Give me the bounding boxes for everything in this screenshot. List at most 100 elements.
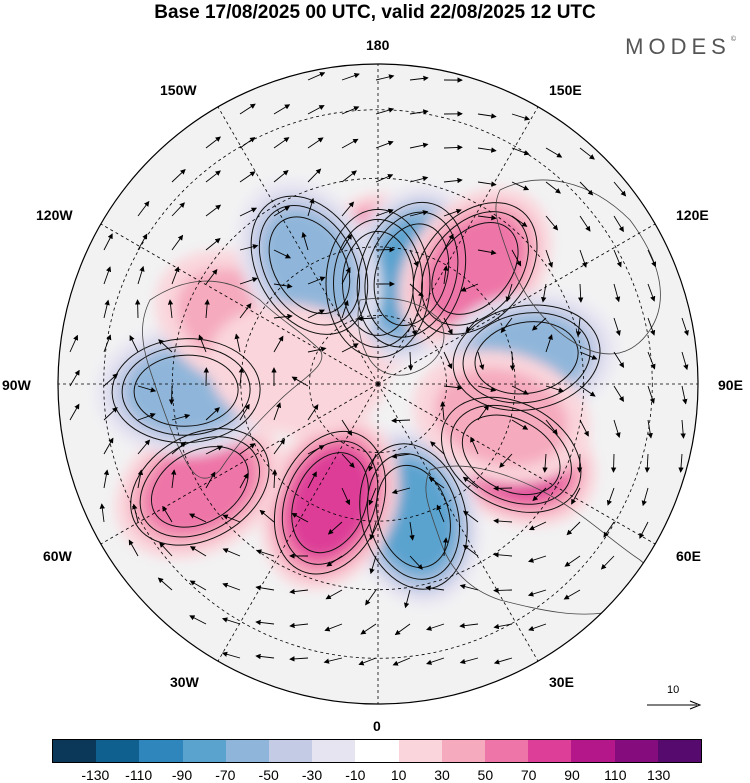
wind-vector: [477, 351, 485, 371]
wind-vector: [170, 469, 177, 489]
lon-label-90w: 90W: [2, 377, 31, 393]
lon-label-90e: 90E: [718, 377, 743, 393]
wind-vector: [375, 208, 394, 217]
wind-vector: [204, 299, 210, 319]
wind-vector: [579, 147, 595, 160]
wind-vector: [307, 276, 326, 285]
streamline: [462, 312, 591, 404]
wind-vector: [545, 181, 561, 194]
wind-vector: [409, 283, 424, 297]
colorbar-cell: [485, 740, 529, 762]
colorbar-tick-label: 70: [520, 767, 537, 783]
anomaly-level: [424, 215, 526, 322]
lon-label-180: 180: [366, 37, 390, 53]
wind-vector: [528, 555, 547, 563]
wind-vector: [505, 283, 513, 303]
wind-vector: [459, 584, 479, 591]
streamline: [431, 222, 519, 315]
meridian: [377, 223, 656, 385]
wind-vector: [221, 617, 241, 625]
wind-vector: [409, 521, 415, 541]
wind-vector: [273, 438, 286, 455]
wind-vector: [639, 521, 649, 539]
wind-vector: [511, 215, 528, 227]
colorbar-cell: [355, 740, 399, 762]
colorbar-tick-label: -30: [301, 767, 323, 783]
wind-vector: [222, 582, 241, 591]
wind-vector: [369, 555, 377, 575]
wind-vector: [493, 485, 513, 492]
lon-label-0: 0: [373, 718, 381, 734]
wind-vector: [99, 503, 105, 523]
streamline: [121, 345, 251, 436]
colorbar-tick-label: 10: [390, 767, 407, 783]
wind-vector: [205, 268, 218, 285]
wind-vector: [222, 548, 241, 557]
wind-vector: [563, 589, 581, 600]
streamline: [111, 338, 261, 444]
wind-vector: [137, 412, 156, 421]
wind-vector: [600, 555, 615, 570]
wind-vector: [644, 453, 650, 473]
wind-vector: [391, 487, 411, 495]
colorbar-tick-label: -50: [258, 767, 279, 783]
wind-vector: [198, 334, 207, 353]
streamline: [373, 223, 450, 327]
wind-vector: [575, 317, 582, 337]
wind-vector: [189, 546, 207, 557]
wind-vector: [255, 585, 275, 591]
streamline: [364, 211, 459, 338]
colorbar-cell: [571, 740, 615, 762]
wind-vector: [205, 170, 221, 183]
wind-vector: [477, 215, 497, 221]
wind-vector: [409, 249, 419, 268]
colorbar-tick-label: 30: [434, 767, 450, 783]
wind-vector: [137, 233, 148, 251]
wind-vector: [307, 309, 325, 319]
wind-vector: [430, 441, 445, 455]
wind-vector: [239, 137, 256, 149]
wind-vector: [493, 552, 513, 558]
colorbar-cell: [139, 740, 183, 762]
colorbar-cell: [398, 740, 442, 762]
wind-vector: [442, 537, 449, 557]
wind-vector: [221, 651, 241, 659]
wind-vector: [409, 317, 417, 336]
colorbar-tick-label: -10: [345, 767, 366, 783]
wind-vector: [171, 169, 186, 183]
wind-vector: [307, 168, 322, 183]
wind-vector: [273, 402, 282, 421]
streamline: [133, 354, 239, 427]
wind-vector: [647, 317, 656, 336]
wind-vector: [613, 181, 627, 197]
map-title: Base 17/08/2025 00 UTC, valid 22/08/2025…: [154, 2, 596, 23]
wind-vector: [443, 144, 463, 151]
wind-vector: [459, 622, 479, 629]
wind-vector: [369, 521, 377, 541]
wind-vector: [470, 436, 479, 455]
colorbar: [52, 739, 702, 763]
wind-vector: [545, 385, 565, 393]
colorbar-tick-label: -90: [171, 767, 193, 783]
wind-vector: [391, 417, 411, 424]
wind-vector: [239, 302, 252, 319]
wind-vector: [239, 403, 250, 421]
wind-vector: [375, 140, 394, 149]
map-border: [57, 63, 699, 705]
wind-vector: [477, 113, 497, 119]
wind-vector: [69, 369, 80, 387]
wind-vector: [137, 385, 157, 393]
wind-vector: [273, 313, 293, 320]
latitude-circle: [103, 109, 653, 659]
wind-vector: [255, 549, 275, 557]
wind-vector: [234, 333, 241, 353]
wind-vector: [205, 204, 222, 217]
wind-vector: [307, 72, 326, 81]
wind-vector: [341, 267, 351, 285]
wind-vector: [511, 419, 529, 430]
wind-vector: [681, 351, 689, 371]
wind-vector: [375, 246, 395, 253]
wind-vector: [436, 504, 445, 523]
wind-vector: [171, 266, 180, 285]
wind-vector: [511, 113, 531, 121]
